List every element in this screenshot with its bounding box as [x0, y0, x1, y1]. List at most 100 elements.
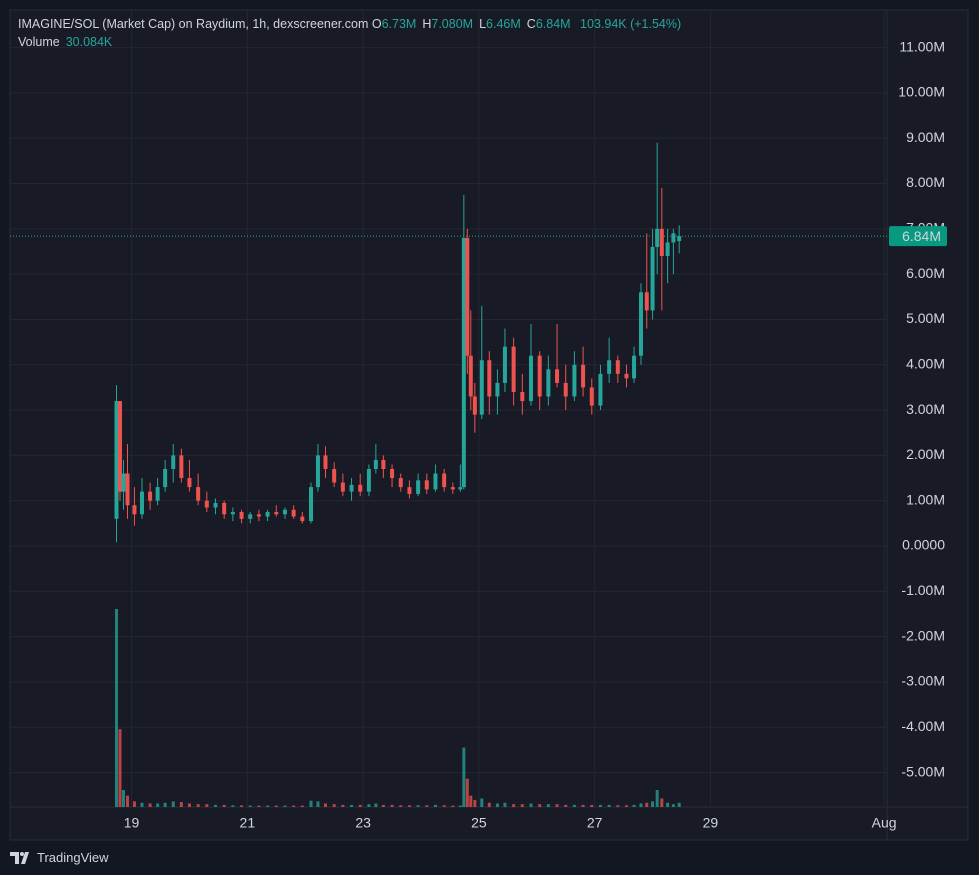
candle-body [644, 292, 649, 311]
volume-bar [581, 804, 585, 807]
candle-body [465, 237, 470, 356]
candle-body [282, 509, 287, 515]
chart-legend: IMAGINE/SOL (Market Cap) on Raydium, 1h,… [18, 17, 687, 31]
candle-body [472, 396, 477, 415]
ohlc-value: 6.46M [486, 17, 521, 31]
volume-bar [126, 795, 130, 807]
volume-bar [283, 805, 287, 807]
volume-value: 30.084K [65, 35, 113, 49]
ohlc-key: C [526, 17, 536, 31]
volume-bar [274, 805, 278, 807]
y-tick-label: 0.0000 [902, 537, 945, 553]
candle-body [450, 487, 455, 490]
volume-bar [520, 804, 524, 807]
y-tick-label: 9.00M [906, 129, 945, 145]
volume-bar [292, 805, 296, 807]
volume-bar [598, 804, 602, 807]
candle-body [433, 473, 438, 490]
volume-bar [572, 804, 576, 807]
candle-body [655, 228, 660, 247]
volume-bar [140, 802, 144, 807]
candle-body [187, 478, 192, 488]
candle-body [117, 401, 122, 492]
volume-bar [442, 805, 446, 807]
volume-bar [214, 804, 218, 807]
candle-body [132, 505, 137, 515]
ohlc-key: O [371, 17, 382, 31]
candle-body [300, 516, 305, 522]
volume-bar [323, 803, 327, 807]
volume-bar [607, 804, 611, 807]
candle-body [230, 512, 235, 515]
volume-bar [121, 790, 125, 807]
x-tick-label: 29 [703, 815, 719, 831]
candle-body [555, 369, 560, 383]
volume-bar [179, 802, 183, 807]
y-tick-label: -3.00M [901, 673, 945, 689]
candle-body [148, 491, 153, 501]
volume-bar [469, 795, 473, 807]
volume-bar [487, 802, 491, 807]
volume-bar [132, 801, 136, 807]
candle-body [125, 473, 130, 506]
candle-body [442, 473, 447, 488]
candle-body [163, 468, 168, 488]
volume-bar [367, 804, 371, 807]
volume-bar [248, 805, 252, 807]
volume-bar [350, 804, 354, 807]
volume-bar [240, 805, 244, 807]
candle-body [615, 360, 620, 374]
volume-bar [546, 804, 550, 807]
ohlc-key: L [479, 17, 487, 31]
y-tick-label: 2.00M [906, 446, 945, 462]
volume-bar [465, 778, 469, 807]
candle-body [204, 500, 209, 508]
candle-body [373, 459, 378, 469]
candle-body [511, 346, 516, 392]
candle-body [381, 459, 386, 469]
candle-body [358, 484, 363, 492]
candle-body [479, 360, 484, 415]
candle-body [171, 455, 176, 469]
candle-body [458, 487, 463, 490]
candle-body [537, 355, 542, 397]
x-tick-label: 25 [471, 815, 487, 831]
volume-bar [655, 790, 659, 807]
candle-body [424, 480, 429, 490]
volume-bar [416, 805, 420, 807]
candle-body [291, 509, 296, 517]
chart-frame [9, 9, 969, 841]
volume-bar [399, 805, 403, 807]
candle-body [349, 484, 354, 492]
ohlc-value: 6.84M [535, 17, 571, 31]
volume-bar [512, 804, 516, 807]
volume-bar [564, 804, 568, 807]
candle-body [598, 373, 603, 406]
volume-bar [555, 804, 559, 807]
volume-bar [163, 802, 167, 807]
volume-bar [266, 805, 270, 807]
y-tick-label: 11.00M [899, 38, 945, 54]
volume-bar [590, 804, 594, 807]
volume-bar [666, 802, 670, 807]
volume-bar [503, 802, 507, 807]
ohlc-value: 6.73M [381, 17, 417, 31]
volume-bar [374, 803, 378, 807]
candle-body [624, 373, 629, 379]
candle-body [581, 364, 586, 388]
volume-bar [332, 804, 336, 807]
candle-body [468, 355, 473, 397]
volume-bar [407, 805, 411, 807]
candle-body [121, 473, 126, 492]
volume-bar [381, 804, 385, 807]
candle-body [487, 360, 492, 397]
candle-body [398, 478, 403, 488]
volume-bar [677, 802, 681, 807]
volume-bar [309, 800, 313, 807]
candle-body [520, 391, 525, 402]
candle-body [222, 502, 227, 515]
volume-bar [231, 805, 235, 807]
candle-body [248, 514, 253, 519]
candle-body [607, 360, 612, 374]
x-tick-label: 19 [124, 815, 140, 831]
